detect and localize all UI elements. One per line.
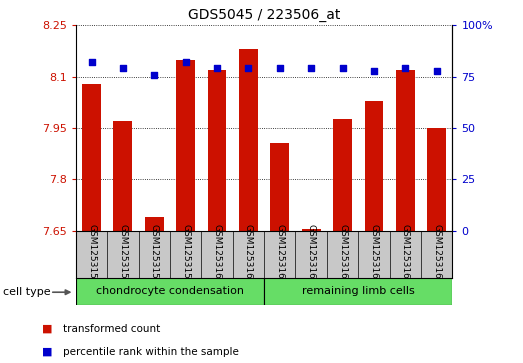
Bar [333,119,352,231]
Text: ■: ■ [42,323,52,334]
Bar [302,229,321,231]
Text: GSM1253156: GSM1253156 [87,224,96,285]
Bar [208,70,226,231]
Bar [145,217,164,231]
Point [401,66,410,72]
Point [338,66,347,72]
Point [119,66,127,72]
Text: GSM1253162: GSM1253162 [275,224,285,284]
Point [244,66,253,72]
Text: GSM1253161: GSM1253161 [244,224,253,285]
Bar [82,83,101,231]
Point [150,72,158,78]
Text: GSM1253160: GSM1253160 [212,224,222,285]
Point [307,66,315,72]
Text: transformed count: transformed count [63,323,160,334]
Point [87,60,96,65]
Text: ■: ■ [42,347,52,357]
Bar [264,278,452,305]
Bar [113,121,132,231]
Text: GSM1253163: GSM1253163 [306,224,316,285]
Text: GSM1253165: GSM1253165 [369,224,379,285]
Point [213,66,221,72]
Title: GDS5045 / 223506_at: GDS5045 / 223506_at [188,8,340,22]
Bar [270,143,289,231]
Bar [176,60,195,231]
Text: GSM1253167: GSM1253167 [432,224,441,285]
Point [433,68,441,73]
Text: chondrocyte condensation: chondrocyte condensation [96,286,244,296]
Text: percentile rank within the sample: percentile rank within the sample [63,347,238,357]
Point [276,66,284,72]
Text: GSM1253164: GSM1253164 [338,224,347,284]
Point [370,68,378,73]
Text: cell type: cell type [3,287,50,297]
Text: remaining limb cells: remaining limb cells [302,286,415,296]
Text: GSM1253159: GSM1253159 [181,224,190,285]
Text: GSM1253166: GSM1253166 [401,224,410,285]
Bar [239,49,258,231]
Bar [427,128,446,231]
Bar [396,70,415,231]
Bar [76,278,264,305]
Bar [365,101,383,231]
Text: GSM1253157: GSM1253157 [118,224,128,285]
Text: GSM1253158: GSM1253158 [150,224,159,285]
Point [181,60,190,65]
